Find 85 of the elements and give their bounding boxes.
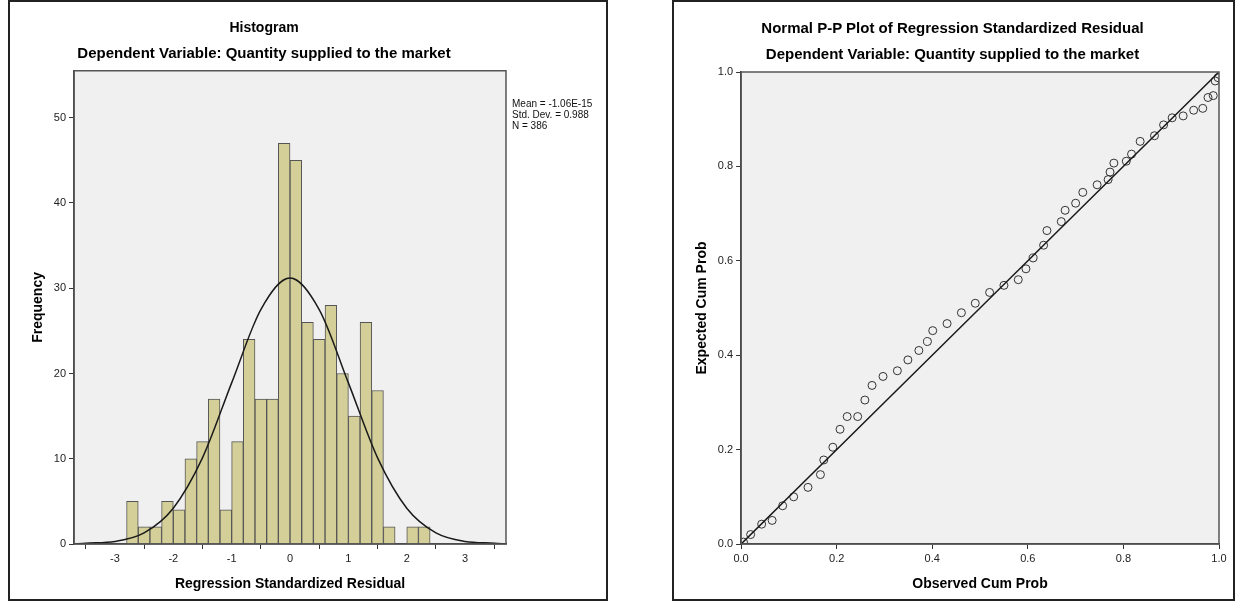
point: [860, 395, 870, 405]
point: [1060, 205, 1070, 215]
point: [903, 355, 913, 365]
point: [1135, 136, 1145, 146]
x-axis-title: Regression Standardized Residual: [174, 575, 406, 592]
y-tick-label: 10: [53, 451, 67, 464]
x-tick-label: 3: [462, 551, 469, 564]
y-tick-label: 0.4: [717, 348, 734, 361]
y-axis-title: Expected Cum Prob: [693, 241, 710, 375]
point: [746, 530, 756, 540]
point: [853, 412, 863, 422]
x-tick-label: 1.0: [1211, 551, 1227, 564]
point: [1071, 198, 1081, 208]
point: [1149, 131, 1159, 141]
point: [942, 319, 952, 329]
y-tick-label: 30: [53, 281, 67, 294]
point: [1198, 103, 1208, 113]
x-tick-label: 2: [403, 551, 410, 564]
y-tick-label: 50: [53, 110, 67, 123]
x-tick-label: 1: [345, 551, 352, 564]
point: [835, 424, 845, 434]
x-axis-title: Observed Cum Prob: [912, 575, 1048, 592]
text: Mean = -1.06E-15: [512, 97, 593, 109]
point: [819, 455, 829, 465]
point: [842, 412, 852, 422]
y-tick-label: 0.8: [717, 159, 734, 172]
y-axis-title: Frequency: [29, 271, 46, 343]
point: [1178, 111, 1188, 121]
x-tick-label: 0.0: [733, 551, 749, 564]
point: [1121, 156, 1131, 166]
point: [985, 287, 995, 297]
x-tick-label: 0.2: [829, 551, 845, 564]
point: [1028, 253, 1038, 263]
point: [1021, 264, 1031, 274]
y-tick-label: 0.6: [717, 253, 734, 266]
point: [1127, 149, 1137, 159]
y-tick-label: 0.2: [717, 442, 734, 455]
chart-title: Normal P-P Plot of Regression Standardized Residual: [761, 19, 1144, 37]
point: [1056, 217, 1066, 227]
text: N = 386: [512, 119, 548, 131]
point: [970, 298, 980, 308]
point: [878, 371, 888, 381]
chart-subtitle: Dependent Variable: Quantity supplied to the market: [765, 45, 1140, 63]
y-tick-label: 40: [53, 195, 67, 208]
y-tick-label: 0: [59, 537, 67, 550]
y-tick-label: 20: [53, 366, 67, 379]
point: [778, 501, 788, 511]
point: [914, 345, 924, 355]
point: [1042, 226, 1052, 236]
point: [867, 380, 877, 390]
point: [803, 482, 813, 492]
point: [1159, 120, 1169, 130]
y-tick-label: 0.0: [717, 537, 734, 550]
chart-title: Histogram: [229, 19, 299, 36]
point: [922, 337, 932, 347]
point: [828, 442, 838, 452]
x-tick-label: 0.6: [1020, 551, 1036, 564]
point: [1167, 113, 1177, 123]
point: [1078, 187, 1088, 197]
point: [1013, 275, 1023, 285]
point: [1039, 240, 1049, 250]
x-tick-label: -3: [110, 551, 120, 564]
point: [1203, 92, 1213, 102]
x-tick-label: 0.4: [924, 551, 940, 564]
chart-subtitle: Dependent Variable: Quantity supplied to the market: [77, 43, 451, 61]
point: [1105, 167, 1115, 177]
point: [789, 492, 799, 502]
y-tick-label: 1.0: [717, 65, 734, 78]
point: [1109, 158, 1119, 168]
point: [757, 519, 767, 529]
x-tick-label: 0.8: [1115, 551, 1132, 564]
point: [1092, 180, 1102, 190]
x-tick-label: -2: [168, 551, 179, 564]
x-tick-label: -1: [226, 551, 237, 564]
point: [767, 515, 777, 525]
point: [815, 470, 825, 480]
point: [928, 326, 938, 336]
point: [1208, 91, 1218, 101]
point: [1189, 105, 1199, 115]
point: [956, 308, 966, 318]
x-tick-label: 0: [286, 551, 294, 564]
point: [1103, 175, 1113, 185]
point: [999, 280, 1009, 290]
text: Std. Dev. = 0.988: [512, 108, 590, 120]
point: [892, 366, 902, 376]
